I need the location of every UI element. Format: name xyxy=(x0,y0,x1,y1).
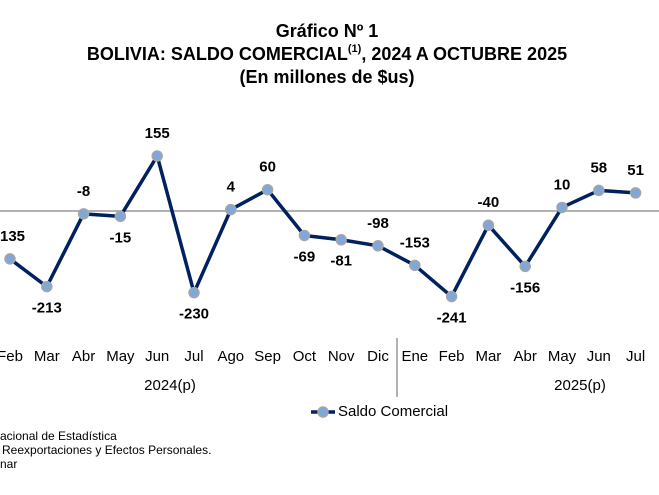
data-point xyxy=(445,290,458,303)
data-point xyxy=(188,286,200,299)
x-tick-label: Mar xyxy=(475,348,501,365)
legend-label: Saldo Comercial xyxy=(338,403,448,420)
data-label: -153 xyxy=(400,234,430,251)
series-line xyxy=(8,154,636,299)
x-tick-label: Jul xyxy=(626,348,645,365)
x-tick-label: Ago xyxy=(217,348,244,365)
x-tick-label: Feb xyxy=(439,348,465,365)
data-label: -135 xyxy=(0,228,25,245)
data-point xyxy=(556,201,568,214)
data-label: 155 xyxy=(145,125,170,142)
legend-marker xyxy=(317,406,329,418)
x-tick-label: Jun xyxy=(145,348,169,365)
year-label: 2024(p) xyxy=(144,377,196,394)
data-label: -69 xyxy=(294,248,316,265)
data-point xyxy=(409,259,421,272)
footer-note: nar xyxy=(0,457,17,471)
x-tick-label: Feb xyxy=(0,348,23,365)
chart-subtitle: BOLIVIA: SALDO COMERCIAL(1), 2024 A OCTU… xyxy=(87,43,567,64)
subtitle-text: BOLIVIA: SALDO COMERCIAL xyxy=(87,44,348,64)
data-point xyxy=(593,184,605,197)
x-tick-label: Nov xyxy=(328,348,355,365)
data-point xyxy=(629,187,642,199)
data-point xyxy=(335,234,347,246)
data-label: 58 xyxy=(590,159,607,176)
data-label: 10 xyxy=(554,176,571,193)
data-point xyxy=(519,260,531,273)
x-tick-label: May xyxy=(548,348,577,365)
data-label: -81 xyxy=(330,253,352,270)
data-label: -8 xyxy=(77,183,90,200)
data-label: -230 xyxy=(179,306,209,323)
subtitle-end: , 2024 A OCTUBRE 2025 xyxy=(361,44,567,64)
data-point xyxy=(4,253,16,265)
x-tick-label: Mar xyxy=(34,348,60,365)
x-tick-label: Ene xyxy=(401,348,428,365)
year-label: 2025(p) xyxy=(554,377,606,394)
data-label: 4 xyxy=(227,179,236,196)
data-point xyxy=(41,280,53,293)
data-label: -98 xyxy=(367,215,389,232)
data-point xyxy=(114,210,127,223)
data-label: 60 xyxy=(259,159,276,176)
data-point xyxy=(225,203,237,216)
data-label: -156 xyxy=(510,279,540,296)
data-point xyxy=(77,208,90,220)
data-point xyxy=(151,150,163,162)
data-point xyxy=(298,229,311,242)
x-tick-label: Oct xyxy=(293,348,317,365)
subtitle-note: (1) xyxy=(348,43,362,55)
unit-note: (En millones de $us) xyxy=(239,67,414,87)
footer-note: Reexportaciones y Efectos Personales. xyxy=(2,443,211,457)
x-tick-label: Dic xyxy=(367,348,389,365)
data-label: -40 xyxy=(478,194,500,211)
x-tick-label: Abr xyxy=(72,348,95,365)
footer-note: acional de Estadística xyxy=(0,429,117,443)
data-point xyxy=(372,240,384,252)
data-point xyxy=(482,219,495,231)
chart-title: Gráfico Nº 1 xyxy=(276,21,379,41)
data-label: 51 xyxy=(627,162,644,179)
x-tick-label: Jul xyxy=(184,348,203,365)
x-tick-label: May xyxy=(106,348,135,365)
x-tick-label: Abr xyxy=(514,348,537,365)
data-label: -241 xyxy=(437,310,467,327)
x-tick-label: Jun xyxy=(587,348,611,365)
data-label: -15 xyxy=(110,229,132,246)
x-tick-label: Sep xyxy=(254,348,281,365)
data-label: -213 xyxy=(32,300,62,317)
data-point xyxy=(261,183,274,196)
